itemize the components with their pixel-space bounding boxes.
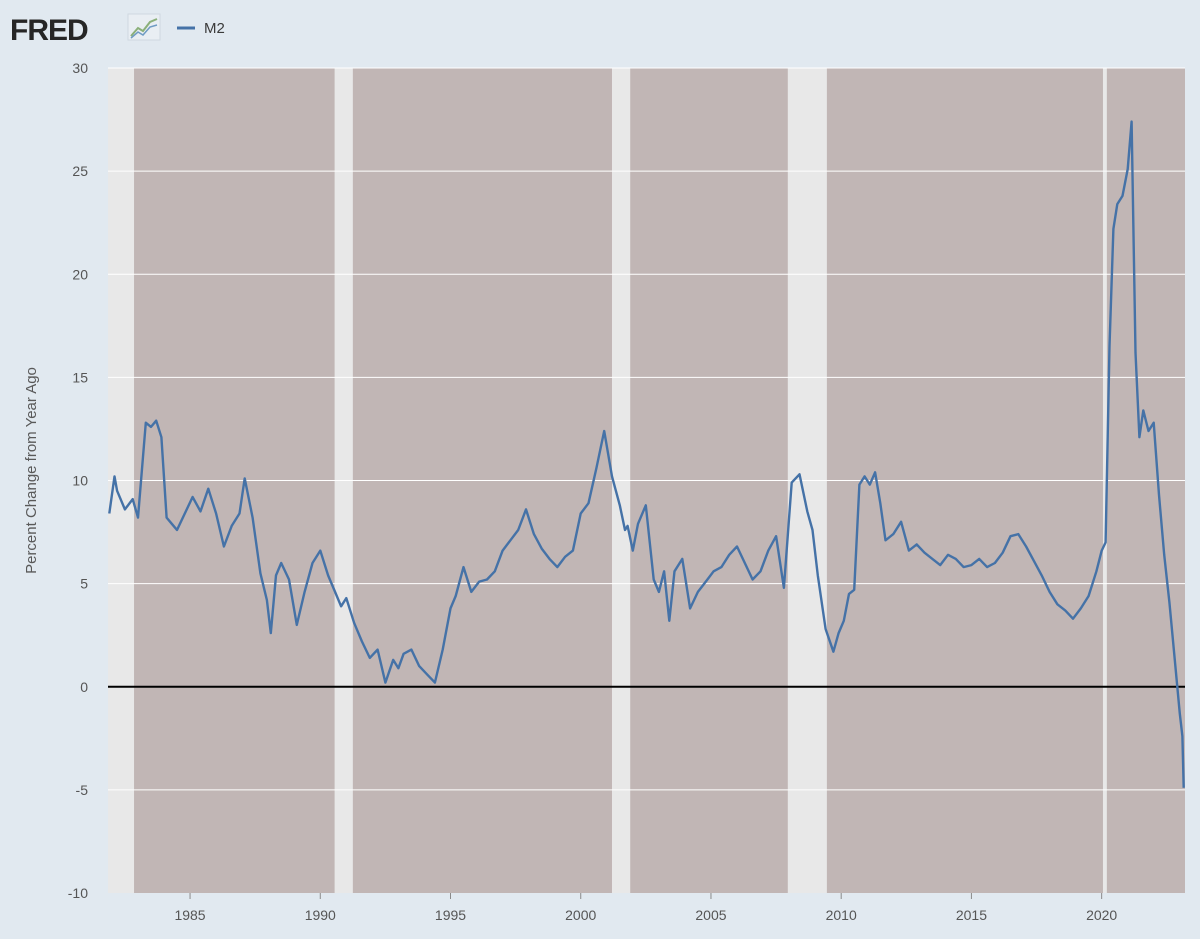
y-tick-label: 10 bbox=[72, 473, 88, 489]
y-tick-label: 15 bbox=[72, 369, 88, 385]
x-tick-label: 2020 bbox=[1086, 907, 1117, 923]
y-tick-label: 30 bbox=[72, 60, 88, 76]
y-tick-label: -10 bbox=[68, 885, 88, 901]
y-tick-label: 5 bbox=[80, 576, 88, 592]
x-tick-label: 2015 bbox=[956, 907, 987, 923]
header: FRED M2 bbox=[10, 13, 225, 47]
x-tick-label: 2010 bbox=[826, 907, 857, 923]
y-axis: -10 -5 0 5 10 15 20 25 30 bbox=[68, 60, 88, 901]
y-tick-label: 20 bbox=[72, 266, 88, 282]
y-tick-label: -5 bbox=[76, 782, 89, 798]
x-tick-label: 1990 bbox=[305, 907, 336, 923]
x-tick-label: 2005 bbox=[695, 907, 726, 923]
series-line-m2[interactable] bbox=[108, 120, 1185, 788]
y-tick-label: 0 bbox=[80, 679, 88, 695]
x-tick-label: 1985 bbox=[174, 907, 205, 923]
fred-chart-icon bbox=[127, 13, 161, 41]
x-tick-label: 1995 bbox=[435, 907, 466, 923]
x-axis: 1985 1990 1995 2000 2005 2010 2015 2020 bbox=[174, 893, 1117, 923]
y-tick-label: 25 bbox=[72, 163, 88, 179]
x-tick-label: 2000 bbox=[565, 907, 596, 923]
legend-label-m2: M2 bbox=[204, 20, 225, 37]
legend: M2 bbox=[177, 20, 225, 37]
y-axis-label: Percent Change from Year Ago bbox=[23, 367, 40, 574]
fred-logo-text[interactable]: FRED bbox=[10, 14, 89, 47]
gridlines bbox=[108, 67, 1185, 791]
